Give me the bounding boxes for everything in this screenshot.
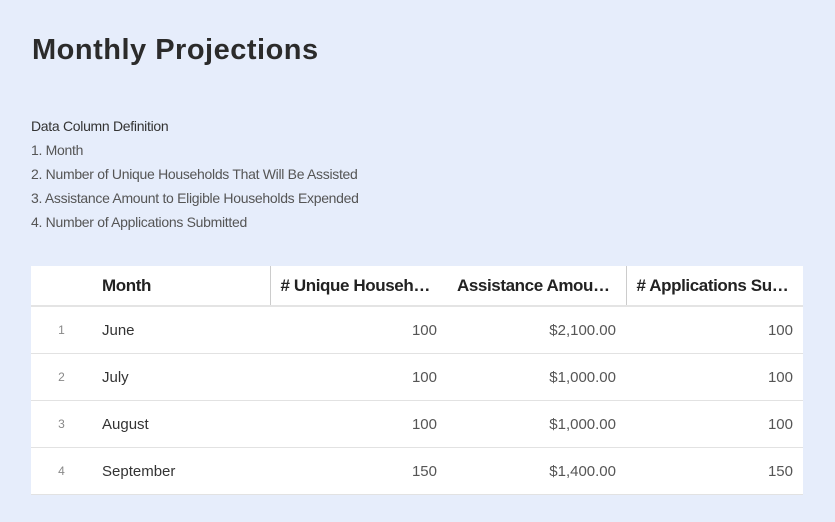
unique-households-cell: 100: [270, 353, 447, 401]
column-header-unique-households[interactable]: # Unique Households That Will Be Assiste…: [269, 266, 447, 307]
definitions-heading: Data Column Definition: [31, 118, 169, 134]
table-row: 1 June 100 $2,100.00 100: [31, 306, 803, 354]
applications-cell: 100: [626, 306, 803, 354]
table-row: 2 July 100 $1,000.00 100: [31, 353, 803, 401]
month-cell: September: [92, 447, 270, 495]
definition-item: 1. Month: [31, 142, 84, 158]
month-cell: July: [92, 353, 270, 401]
column-header-applications[interactable]: # Applications Submitted: [625, 266, 803, 307]
row-index: 1: [31, 306, 92, 354]
table-row: 4 September 150 $1,400.00 150: [31, 447, 803, 495]
table-row: 3 August 100 $1,000.00 100: [31, 400, 803, 448]
definition-item: 2. Number of Unique Households That Will…: [31, 166, 358, 182]
column-definitions: Data Column Definition 1. Month 2. Numbe…: [31, 114, 359, 234]
column-header-index: [31, 266, 92, 307]
assistance-amount-cell: $1,000.00: [447, 400, 626, 448]
assistance-amount-cell: $1,400.00: [447, 447, 626, 495]
row-index: 4: [31, 447, 92, 495]
unique-households-cell: 100: [270, 306, 447, 354]
applications-cell: 150: [626, 447, 803, 495]
page-title: Monthly Projections: [32, 34, 319, 66]
row-index: 2: [31, 353, 92, 401]
row-index: 3: [31, 400, 92, 448]
definition-item: 4. Number of Applications Submitted: [31, 214, 247, 230]
column-header-month[interactable]: Month: [92, 266, 270, 307]
month-cell: June: [92, 306, 270, 354]
applications-cell: 100: [626, 353, 803, 401]
definition-item: 3. Assistance Amount to Eligible Househo…: [31, 190, 359, 206]
column-header-assistance-amount[interactable]: Assistance Amount to Eligible Households…: [447, 266, 626, 307]
assistance-amount-cell: $2,100.00: [447, 306, 626, 354]
header-row: Month # Unique Households That Will Be A…: [31, 266, 803, 307]
projections-table: Month # Unique Households That Will Be A…: [31, 266, 803, 495]
assistance-amount-cell: $1,000.00: [447, 353, 626, 401]
applications-cell: 100: [626, 400, 803, 448]
unique-households-cell: 150: [270, 447, 447, 495]
month-cell: August: [92, 400, 270, 448]
unique-households-cell: 100: [270, 400, 447, 448]
